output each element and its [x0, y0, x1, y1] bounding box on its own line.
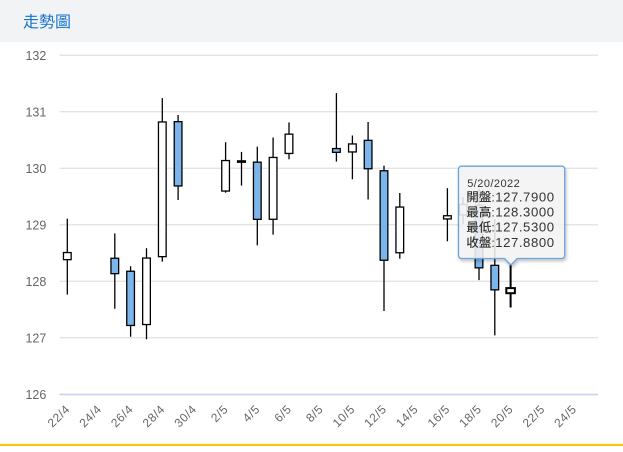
svg-text:127.8800: 127.8800: [495, 235, 554, 250]
svg-text:128: 128: [25, 275, 46, 289]
svg-text:127: 127: [25, 331, 46, 345]
svg-text:127.7900: 127.7900: [495, 189, 554, 204]
svg-text:131: 131: [25, 105, 46, 119]
svg-text::: :: [491, 221, 494, 235]
svg-text:132: 132: [25, 49, 46, 63]
svg-text::: :: [491, 206, 494, 220]
svg-text:126: 126: [25, 388, 46, 402]
svg-text:127.5300: 127.5300: [495, 220, 554, 235]
svg-text::: :: [491, 236, 494, 250]
svg-text::: :: [491, 190, 494, 204]
svg-text:5/20/2022: 5/20/2022: [467, 178, 520, 190]
svg-text:129: 129: [25, 218, 46, 232]
svg-text:128.3000: 128.3000: [495, 205, 554, 220]
svg-text:130: 130: [25, 162, 46, 176]
